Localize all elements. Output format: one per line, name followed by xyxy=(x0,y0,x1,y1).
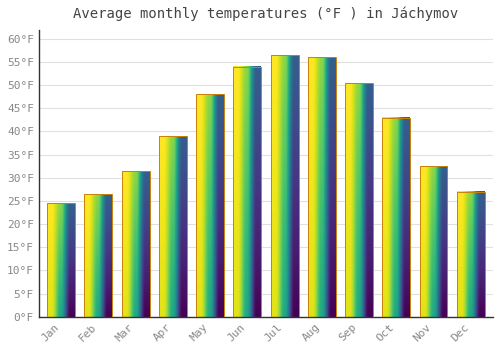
Bar xyxy=(47,203,75,317)
Bar xyxy=(308,57,336,317)
Bar xyxy=(196,94,224,317)
Title: Average monthly temperatures (°F ) in Jáchymov: Average monthly temperatures (°F ) in Já… xyxy=(74,7,458,21)
Bar xyxy=(159,136,187,317)
Bar xyxy=(270,55,298,317)
Bar xyxy=(345,83,373,317)
Bar xyxy=(382,118,410,317)
Bar xyxy=(420,166,448,317)
Bar xyxy=(234,66,262,317)
Bar xyxy=(122,171,150,317)
Bar xyxy=(84,194,112,317)
Bar xyxy=(457,192,484,317)
